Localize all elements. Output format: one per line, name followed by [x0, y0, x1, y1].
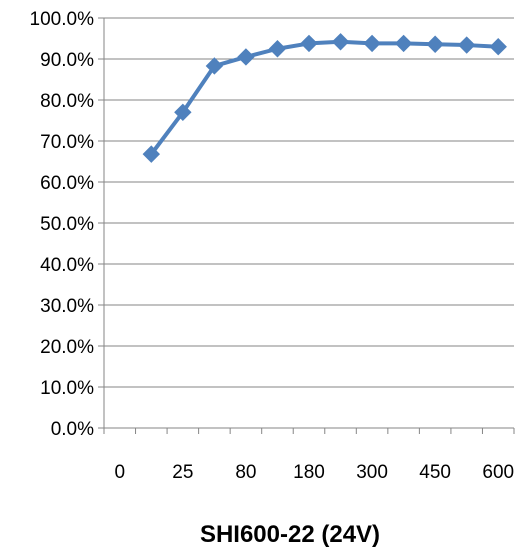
- x-tick-label: 450: [419, 462, 451, 483]
- y-tick-label: 90.0%: [40, 50, 94, 71]
- data-point-marker: [300, 34, 318, 53]
- data-point-marker: [142, 145, 161, 163]
- x-tick-label: 180: [293, 462, 325, 483]
- y-axis-tick-labels: 0.0% 10.0% 20.0% 30.0% 40.0% 50.0% 60.0% 70.0% 8…: [30, 9, 95, 440]
- y-tick-label: 100.0%: [30, 9, 95, 30]
- data-point-marker: [174, 103, 192, 122]
- data-point-marker: [426, 35, 444, 53]
- x-tick-label: 300: [356, 462, 388, 483]
- data-point-marker: [331, 33, 350, 51]
- data-point-marker: [394, 34, 413, 53]
- gridlines: [104, 17, 514, 388]
- x-tick-label: 80: [235, 462, 256, 483]
- data-point-marker: [237, 48, 255, 66]
- y-tick-label: 70.0%: [40, 132, 94, 153]
- series-group: [142, 33, 507, 163]
- y-tick-label: 60.0%: [40, 173, 94, 194]
- data-point-marker: [457, 36, 476, 54]
- y-tick-label: 40.0%: [40, 255, 94, 276]
- y-tick-label: 0.0%: [51, 419, 94, 440]
- data-point-marker: [205, 57, 224, 75]
- x-tick-label: 600: [482, 462, 514, 483]
- y-tick-label: 10.0%: [40, 378, 94, 399]
- y-tick-label: 30.0%: [40, 296, 94, 317]
- y-tick-label: 20.0%: [40, 337, 94, 358]
- data-point-marker: [268, 40, 287, 58]
- x-tick-label: 25: [172, 462, 193, 483]
- data-point-marker: [489, 37, 507, 56]
- chart-title: SHI600-22 (24V): [200, 521, 380, 548]
- y-tick-label: 50.0%: [40, 214, 94, 235]
- y-tick-label: 80.0%: [40, 91, 94, 112]
- x-axis-tick-labels: 0 25 80 180 300 450 600: [114, 462, 514, 483]
- data-point-marker: [363, 34, 381, 53]
- axes: [98, 17, 515, 434]
- x-tick-label: 0: [114, 462, 125, 483]
